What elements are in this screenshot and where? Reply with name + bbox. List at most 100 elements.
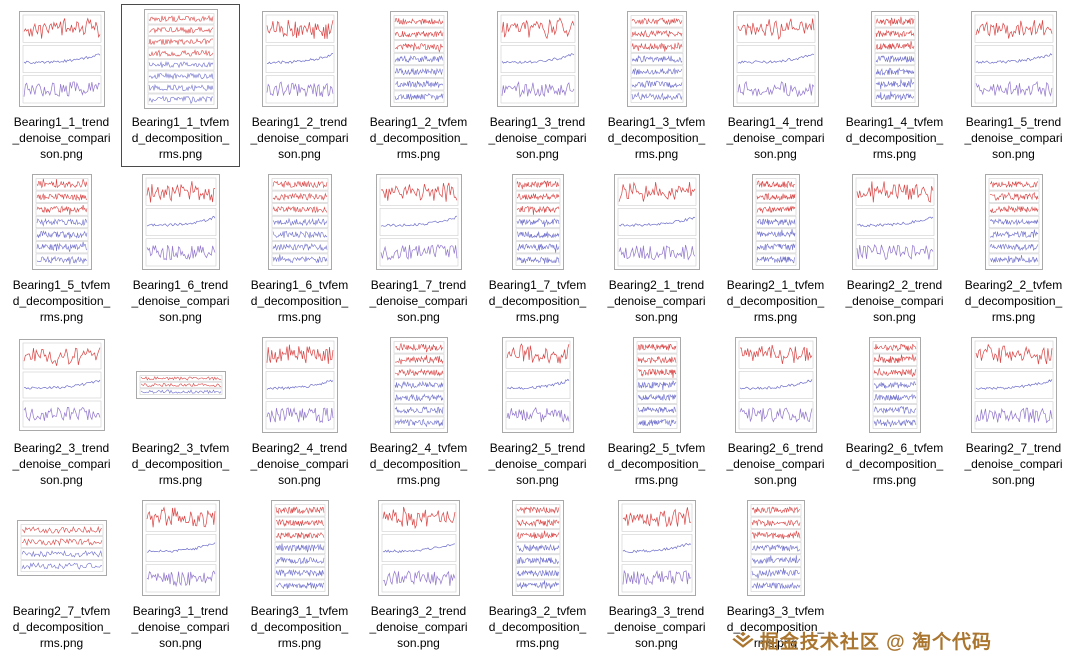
- file-item[interactable]: Bearing2_6_trend_denoise_comparison.png: [716, 330, 835, 493]
- file-item[interactable]: Bearing1_4_tvfemd_decomposition_rms.png: [835, 4, 954, 167]
- file-item[interactable]: Bearing3_1_trend_denoise_comparison.png: [121, 493, 240, 656]
- file-thumbnail: [143, 9, 218, 109]
- file-thumbnail: [870, 11, 919, 107]
- thumbnail-area: [135, 333, 226, 437]
- thumbnail-area: [632, 333, 681, 437]
- thumbnail-area: [270, 496, 329, 600]
- file-item[interactable]: Bearing1_6_tvfemd_decomposition_rms.png: [240, 167, 359, 330]
- file-thumbnail: [135, 371, 226, 399]
- file-thumbnail: [31, 174, 92, 270]
- file-item[interactable]: Bearing3_2_trend_denoise_comparison.png: [359, 493, 478, 656]
- file-name: Bearing2_6_tvfemd_decomposition_rms.png: [845, 441, 944, 487]
- file-thumbnail: [501, 337, 574, 433]
- file-item[interactable]: Bearing2_4_trend_denoise_comparison.png: [240, 330, 359, 493]
- thumbnail-area: [18, 7, 105, 111]
- thumbnail-area: [377, 496, 460, 600]
- file-thumbnail: [511, 500, 564, 596]
- file-name: Bearing2_1_tvfemd_decomposition_rms.png: [726, 278, 825, 324]
- thumbnail-area: [143, 7, 218, 111]
- file-item[interactable]: Bearing3_2_tvfemd_decomposition_rms.png: [478, 493, 597, 656]
- thumbnail-area: [511, 170, 564, 274]
- file-item[interactable]: Bearing3_3_trend_denoise_comparison.png: [597, 493, 716, 656]
- file-item[interactable]: Bearing2_1_tvfemd_decomposition_rms.png: [716, 167, 835, 330]
- file-item[interactable]: Bearing2_4_tvfemd_decomposition_rms.png: [359, 330, 478, 493]
- file-name: Bearing1_7_trend_denoise_comparison.png: [369, 278, 468, 324]
- file-thumbnail: [511, 174, 564, 270]
- file-thumbnail: [617, 500, 696, 596]
- file-item[interactable]: Bearing2_1_trend_denoise_comparison.png: [597, 167, 716, 330]
- file-item[interactable]: Bearing1_2_trend_denoise_comparison.png: [240, 4, 359, 167]
- thumbnail-area: [984, 170, 1043, 274]
- file-thumbnail: [270, 500, 329, 596]
- thumbnail-area: [970, 333, 1057, 437]
- thumbnail-area: [870, 7, 919, 111]
- thumbnail-area: [267, 170, 332, 274]
- file-item[interactable]: Bearing1_7_trend_denoise_comparison.png: [359, 167, 478, 330]
- file-item[interactable]: Bearing1_2_tvfemd_decomposition_rms.png: [359, 4, 478, 167]
- file-item[interactable]: Bearing2_5_tvfemd_decomposition_rms.png: [597, 330, 716, 493]
- thumbnail-area: [141, 496, 220, 600]
- file-item[interactable]: Bearing1_5_trend_denoise_comparison.png: [954, 4, 1073, 167]
- thumbnail-area: [389, 333, 448, 437]
- file-thumbnail: [734, 337, 817, 433]
- file-name: Bearing1_7_tvfemd_decomposition_rms.png: [488, 278, 587, 324]
- thumbnail-area: [389, 7, 448, 111]
- file-thumbnail: [496, 11, 579, 107]
- file-thumbnail: [261, 11, 338, 107]
- file-name: Bearing3_1_trend_denoise_comparison.png: [131, 604, 230, 650]
- file-item[interactable]: Bearing1_5_tvfemd_decomposition_rms.png: [2, 167, 121, 330]
- file-name: Bearing3_3_tvfemd_decomposition_rms.png: [726, 604, 825, 650]
- file-thumbnail: [18, 339, 105, 431]
- file-thumbnail: [16, 520, 107, 576]
- file-thumbnail: [141, 500, 220, 596]
- file-name: Bearing3_1_tvfemd_decomposition_rms.png: [250, 604, 349, 650]
- file-item[interactable]: Bearing2_3_tvfemd_decomposition_rms.png: [121, 330, 240, 493]
- file-name: Bearing1_3_tvfemd_decomposition_rms.png: [607, 115, 706, 161]
- file-name: Bearing1_3_trend_denoise_comparison.png: [488, 115, 587, 161]
- file-item[interactable]: Bearing1_3_tvfemd_decomposition_rms.png: [597, 4, 716, 167]
- file-item[interactable]: Bearing1_7_tvfemd_decomposition_rms.png: [478, 167, 597, 330]
- file-item[interactable]: Bearing2_2_tvfemd_decomposition_rms.png: [954, 167, 1073, 330]
- file-thumbnail: [389, 337, 448, 433]
- file-name: Bearing1_1_trend_denoise_comparison.png: [12, 115, 111, 161]
- file-item[interactable]: Bearing1_3_trend_denoise_comparison.png: [478, 4, 597, 167]
- file-name: Bearing2_2_trend_denoise_comparison.png: [845, 278, 944, 324]
- file-item[interactable]: Bearing2_7_trend_denoise_comparison.png: [954, 330, 1073, 493]
- file-item[interactable]: Bearing3_1_tvfemd_decomposition_rms.png: [240, 493, 359, 656]
- file-name: Bearing2_4_tvfemd_decomposition_rms.png: [369, 441, 468, 487]
- file-thumbnail: [984, 174, 1043, 270]
- file-thumbnail: [970, 337, 1057, 433]
- file-name: Bearing2_4_trend_denoise_comparison.png: [250, 441, 349, 487]
- file-name: Bearing2_5_trend_denoise_comparison.png: [488, 441, 587, 487]
- file-item[interactable]: Bearing2_2_trend_denoise_comparison.png: [835, 167, 954, 330]
- file-item[interactable]: Bearing1_4_trend_denoise_comparison.png: [716, 4, 835, 167]
- file-name: Bearing1_6_tvfemd_decomposition_rms.png: [250, 278, 349, 324]
- file-thumbnail: [18, 11, 105, 107]
- file-item[interactable]: Bearing2_7_tvfemd_decomposition_rms.png: [2, 493, 121, 656]
- file-name: Bearing1_5_trend_denoise_comparison.png: [964, 115, 1063, 161]
- file-name: Bearing2_3_trend_denoise_comparison.png: [12, 441, 111, 487]
- file-item[interactable]: Bearing3_3_tvfemd_decomposition_rms.png: [716, 493, 835, 656]
- thumbnail-area: [375, 170, 462, 274]
- file-thumbnail: [851, 174, 938, 270]
- file-thumbnail: [141, 174, 220, 270]
- file-item[interactable]: Bearing2_6_tvfemd_decomposition_rms.png: [835, 330, 954, 493]
- thumbnail-area: [261, 7, 338, 111]
- file-item[interactable]: Bearing2_5_trend_denoise_comparison.png: [478, 330, 597, 493]
- file-item[interactable]: Bearing1_6_trend_denoise_comparison.png: [121, 167, 240, 330]
- file-item[interactable]: Bearing1_1_tvfemd_decomposition_rms.png: [121, 4, 240, 167]
- file-thumbnail: [746, 500, 805, 596]
- file-name: Bearing3_3_trend_denoise_comparison.png: [607, 604, 706, 650]
- file-name: Bearing1_2_tvfemd_decomposition_rms.png: [369, 115, 468, 161]
- file-thumbnail: [389, 11, 448, 107]
- file-name: Bearing3_2_trend_denoise_comparison.png: [369, 604, 468, 650]
- file-name: Bearing2_1_trend_denoise_comparison.png: [607, 278, 706, 324]
- thumbnail-area: [617, 496, 696, 600]
- file-item[interactable]: Bearing2_3_trend_denoise_comparison.png: [2, 330, 121, 493]
- file-name: Bearing2_5_tvfemd_decomposition_rms.png: [607, 441, 706, 487]
- file-item[interactable]: Bearing1_1_trend_denoise_comparison.png: [2, 4, 121, 167]
- file-thumbnail: [868, 337, 921, 433]
- file-thumbnail: [261, 337, 338, 433]
- thumbnail-area: [496, 7, 579, 111]
